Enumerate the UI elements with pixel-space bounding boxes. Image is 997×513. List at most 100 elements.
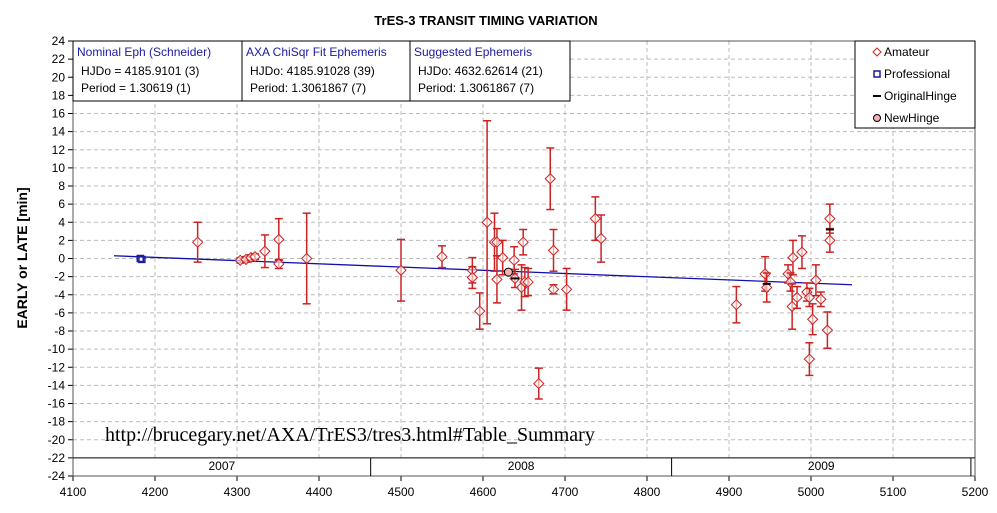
amateur-point xyxy=(824,234,836,247)
amateur-point xyxy=(803,353,816,365)
amateur-point xyxy=(517,236,529,248)
y-tick-label: 12 xyxy=(52,143,66,157)
y-tick-label: 2 xyxy=(58,233,65,247)
amateur-point xyxy=(787,251,799,264)
ephemeris-hjdo: HJDo = 4185.9101 (3) xyxy=(81,64,199,78)
amateur-point xyxy=(466,271,479,284)
y-tick-label: -2 xyxy=(54,270,65,284)
x-tick-label: 4600 xyxy=(470,485,497,499)
amateur-point xyxy=(533,377,545,390)
amateur-point xyxy=(547,244,560,257)
chart-title: TrES-3 TRANSIT TIMING VARIATION xyxy=(374,13,597,28)
y-tick-label: -4 xyxy=(54,288,65,302)
y-tick-label: -22 xyxy=(48,451,66,465)
legend-label: NewHinge xyxy=(884,111,940,125)
y-tick-label: 0 xyxy=(58,252,65,266)
professional-point xyxy=(138,255,146,264)
x-tick-label: 4800 xyxy=(634,485,661,499)
ephemeris-period: Period: 1.3061867 (7) xyxy=(418,81,534,95)
y-tick-label: -6 xyxy=(54,306,65,320)
amateur-point xyxy=(759,268,771,280)
amateur-point xyxy=(259,245,271,257)
legend-box xyxy=(854,40,976,129)
y-tick-label: -20 xyxy=(48,433,66,447)
y-tick-label: 24 xyxy=(52,34,66,48)
url-annotation: http://brucegary.net/AXA/TrES3/tres3.htm… xyxy=(105,424,595,446)
x-tick-label: 5200 xyxy=(962,485,989,499)
amateur-point xyxy=(273,233,285,246)
y-tick-label: 14 xyxy=(52,125,66,139)
year-label: 2008 xyxy=(508,459,535,473)
amateur-point xyxy=(730,299,743,311)
amateur-point xyxy=(544,173,556,185)
y-tick-label: -16 xyxy=(48,397,66,411)
x-tick-label: 4100 xyxy=(60,485,87,499)
amateur-point xyxy=(815,293,827,305)
amateur-point xyxy=(791,291,803,304)
y-tick-label: 16 xyxy=(52,107,66,121)
x-tick-label: 5000 xyxy=(798,485,825,499)
amateur-point xyxy=(824,212,836,225)
ephemeris-title: AXA ChiSqr Fit Ephemeris xyxy=(246,45,387,59)
legend-label: OriginalHinge xyxy=(884,89,957,103)
amateur-point xyxy=(395,264,407,276)
y-tick-label: 6 xyxy=(58,197,65,211)
y-tick-label: 20 xyxy=(52,70,66,84)
amateur-point xyxy=(249,250,261,263)
amateur-point xyxy=(496,251,509,264)
amateur-point xyxy=(547,283,560,296)
y-tick-label: -8 xyxy=(54,324,65,338)
ephemeris-title: Nominal Eph (Schneider) xyxy=(77,45,211,59)
year-label: 2009 xyxy=(808,459,835,473)
x-tick-label: 4500 xyxy=(388,485,415,499)
ephemeris-hjdo: HJDo: 4185.91028 (39) xyxy=(250,64,375,78)
ephemeris-box xyxy=(241,40,411,102)
amateur-point xyxy=(273,258,285,270)
ephemeris-box xyxy=(72,40,243,102)
y-tick-label: -24 xyxy=(48,469,66,483)
amateur-point xyxy=(436,250,448,263)
new-hinge-point xyxy=(503,267,513,277)
amateur-point xyxy=(300,252,313,265)
y-tick-label: -18 xyxy=(48,415,66,429)
ephemeris-box xyxy=(409,40,571,102)
professional-legend-icon xyxy=(873,70,881,78)
y-axis-label: EARLY or LATE [min] xyxy=(14,187,30,328)
amateur-point xyxy=(474,305,486,317)
x-tick-label: 4900 xyxy=(716,485,743,499)
amateur-legend-icon xyxy=(872,47,882,57)
ephemeris-period: Period = 1.30619 (1) xyxy=(81,81,191,95)
y-tick-label: 4 xyxy=(58,215,65,229)
y-tick-label: 8 xyxy=(58,179,65,193)
amateur-point xyxy=(481,216,493,228)
amateur-point xyxy=(560,283,573,296)
amateur-point xyxy=(522,276,534,288)
amateur-point xyxy=(796,246,808,258)
ephemeris-title: Suggested Ephemeris xyxy=(414,45,532,59)
amateur-point xyxy=(786,300,798,313)
x-tick-label: 4700 xyxy=(552,485,579,499)
legend-label: Professional xyxy=(884,67,950,81)
y-tick-label: 22 xyxy=(52,52,66,66)
x-tick-label: 4400 xyxy=(306,485,333,499)
x-tick-label: 4300 xyxy=(224,485,251,499)
year-label: 2007 xyxy=(208,459,235,473)
y-tick-label: -12 xyxy=(48,360,66,374)
amateur-point xyxy=(595,232,607,245)
y-tick-label: -14 xyxy=(48,378,66,392)
ephemeris-hjdo: HJDo: 4632.62614 (21) xyxy=(418,64,543,78)
y-tick-label: 10 xyxy=(52,161,66,175)
new-hinge-legend-icon xyxy=(873,114,881,122)
x-tick-label: 5100 xyxy=(880,485,907,499)
amateur-point xyxy=(806,313,819,325)
amateur-point xyxy=(191,236,204,248)
y-tick-label: -10 xyxy=(48,342,66,356)
amateur-point xyxy=(810,274,822,286)
professional-point xyxy=(136,254,144,263)
amateur-point xyxy=(508,254,520,267)
amateur-point xyxy=(589,212,602,225)
amateur-point xyxy=(784,276,797,288)
x-tick-label: 4200 xyxy=(142,485,169,499)
